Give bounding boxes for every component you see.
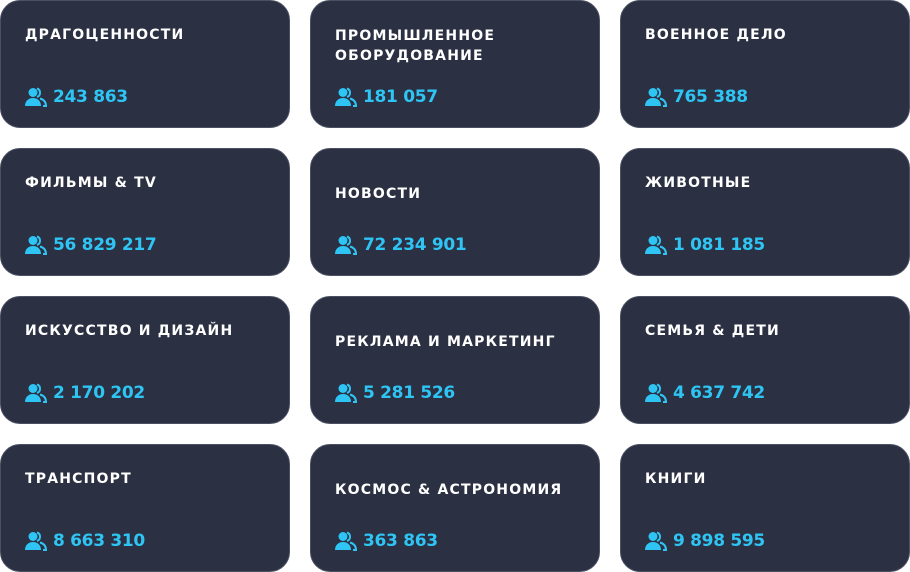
category-title: Семья & дети [645, 323, 780, 339]
category-title: Новости [335, 186, 422, 202]
card-title-box: Новости [335, 173, 583, 215]
card-title-box: Фильмы & TV [25, 173, 273, 215]
users-icon [645, 383, 673, 403]
category-title: Драгоценности [25, 27, 185, 43]
category-card[interactable]: Космос & астрономия 363 863 [310, 444, 600, 572]
category-card[interactable]: Драгоценности 243 863 [0, 0, 290, 128]
count-value: 363 863 [363, 531, 438, 551]
subscriber-count: 363 863 [335, 531, 438, 551]
users-icon [645, 87, 673, 107]
subscriber-count: 765 388 [645, 87, 748, 107]
subscriber-count: 5 281 526 [335, 383, 455, 403]
category-card[interactable]: Фильмы & TV 56 829 217 [0, 148, 290, 276]
count-value: 56 829 217 [53, 235, 157, 255]
subscriber-count: 181 057 [335, 87, 438, 107]
card-title-box: Искусство и дизайн [25, 321, 273, 363]
category-card[interactable]: Промышленное оборудование 181 057 [310, 0, 600, 128]
count-value: 1 081 185 [673, 235, 765, 255]
category-title: Промышленное оборудование [335, 28, 496, 64]
count-value: 4 637 742 [673, 383, 765, 403]
card-title-box: Военное дело [645, 25, 893, 67]
category-title: Реклама и маркетинг [335, 334, 556, 350]
category-card[interactable]: Новости 72 234 901 [310, 148, 600, 276]
subscriber-count: 2 170 202 [25, 383, 145, 403]
category-title: Книги [645, 471, 707, 487]
category-title: Космос & астрономия [335, 482, 563, 498]
category-title: Военное дело [645, 27, 787, 43]
category-title: Искусство и дизайн [25, 323, 234, 339]
category-title: Транспорт [25, 471, 132, 487]
category-card[interactable]: Реклама и маркетинг 5 281 526 [310, 296, 600, 424]
users-icon [335, 383, 363, 403]
count-value: 5 281 526 [363, 383, 455, 403]
users-icon [25, 383, 53, 403]
count-value: 72 234 901 [363, 235, 467, 255]
count-value: 243 863 [53, 87, 128, 107]
users-icon [25, 531, 53, 551]
card-title-box: Реклама и маркетинг [335, 321, 583, 363]
count-value: 9 898 595 [673, 531, 765, 551]
category-card[interactable]: Военное дело 765 388 [620, 0, 910, 128]
count-value: 181 057 [363, 87, 438, 107]
card-title-box: Книги [645, 469, 893, 511]
users-icon [645, 531, 673, 551]
users-icon [25, 235, 53, 255]
subscriber-count: 243 863 [25, 87, 128, 107]
users-icon [335, 87, 363, 107]
card-title-box: Транспорт [25, 469, 273, 511]
category-title: Фильмы & TV [25, 175, 157, 191]
category-card[interactable]: Семья & дети 4 637 742 [620, 296, 910, 424]
card-title-box: Драгоценности [25, 25, 273, 67]
category-card[interactable]: Искусство и дизайн 2 170 202 [0, 296, 290, 424]
card-title-box: Животные [645, 173, 893, 215]
users-icon [25, 87, 53, 107]
card-title-box: Промышленное оборудование [335, 25, 583, 67]
users-icon [335, 235, 363, 255]
subscriber-count: 72 234 901 [335, 235, 467, 255]
card-title-box: Космос & астрономия [335, 469, 583, 511]
count-value: 8 663 310 [53, 531, 145, 551]
subscriber-count: 56 829 217 [25, 235, 157, 255]
users-icon [645, 235, 673, 255]
count-value: 765 388 [673, 87, 748, 107]
users-icon [335, 531, 363, 551]
card-title-box: Семья & дети [645, 321, 893, 363]
category-card[interactable]: Транспорт 8 663 310 [0, 444, 290, 572]
subscriber-count: 9 898 595 [645, 531, 765, 551]
category-card[interactable]: Животные 1 081 185 [620, 148, 910, 276]
subscriber-count: 4 637 742 [645, 383, 765, 403]
subscriber-count: 1 081 185 [645, 235, 765, 255]
count-value: 2 170 202 [53, 383, 145, 403]
category-title: Животные [645, 175, 752, 191]
subscriber-count: 8 663 310 [25, 531, 145, 551]
category-card[interactable]: Книги 9 898 595 [620, 444, 910, 572]
